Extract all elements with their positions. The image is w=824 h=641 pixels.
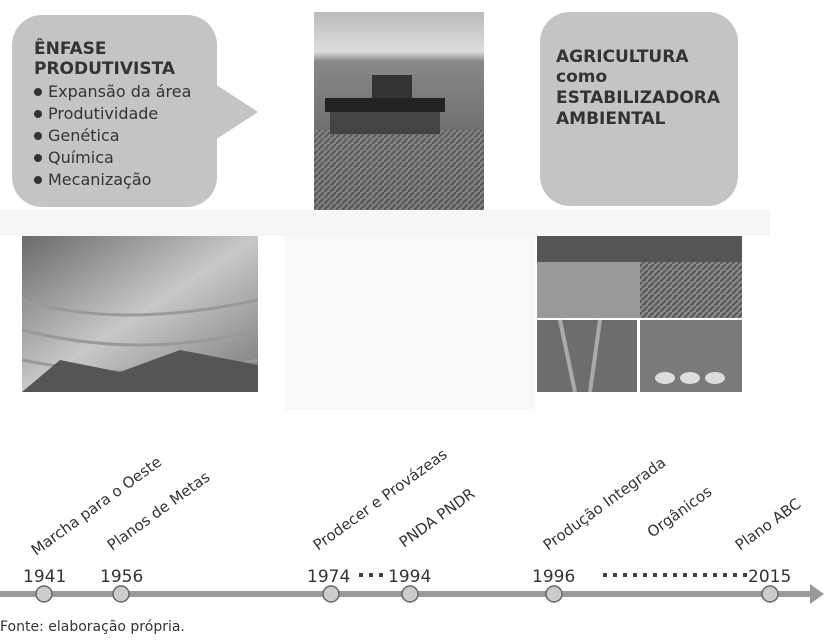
year: 1996 — [532, 567, 575, 587]
photo-tractor — [314, 12, 484, 210]
bullet: Química — [48, 148, 114, 167]
bullet-dot — [34, 154, 42, 162]
timeline: 1941 1956 1974 1994 1996 2015 Marcha para o Oe… — [0, 445, 824, 604]
bullet-dot — [34, 110, 42, 118]
box-line: AMBIENTAL — [556, 109, 666, 129]
photo-erosion — [21, 236, 259, 392]
band — [285, 236, 535, 411]
event-label: PNDA PNDR — [396, 484, 478, 551]
dot — [743, 573, 747, 577]
dot — [733, 573, 737, 577]
dot — [713, 573, 717, 577]
dot — [613, 573, 617, 577]
bullet: Expansão da área — [48, 82, 191, 101]
dot — [603, 573, 607, 577]
source: Fonte: elaboração própria. — [0, 619, 185, 635]
event-label: Orgânicos — [644, 482, 716, 541]
event-label: Plano ABC — [732, 495, 805, 555]
bullet: Genética — [48, 126, 120, 145]
timeline-node — [112, 585, 130, 603]
dot — [673, 573, 677, 577]
photo-integrated — [537, 236, 742, 393]
dot — [623, 573, 627, 577]
event-label: Marcha para o Oeste — [28, 453, 165, 560]
bullet-dot — [34, 176, 42, 184]
bullet: Mecanização — [48, 170, 151, 189]
dot — [703, 573, 707, 577]
box-line: ESTABILIZADORA — [556, 88, 721, 108]
event-label: Prodecer e Provázeas — [310, 445, 451, 554]
bullet: Produtividade — [48, 104, 158, 123]
box-title: PRODUTIVISTA — [34, 59, 176, 79]
bullet-dot — [34, 88, 42, 96]
event-label: Produção Integrada — [540, 453, 669, 554]
dot — [663, 573, 667, 577]
year: 1994 — [388, 567, 431, 587]
dot — [723, 573, 727, 577]
right-box: AGRICULTURA como ESTABILIZADORA AMBIENTA… — [540, 12, 738, 206]
year: 1941 — [23, 567, 66, 587]
left-box: ÊNFASE PRODUTIVISTA Expansão da área Prod… — [12, 15, 258, 207]
dot — [633, 573, 637, 577]
dot — [653, 573, 657, 577]
dot — [643, 573, 647, 577]
box-line: AGRICULTURA — [556, 47, 689, 67]
box-line: como — [556, 67, 607, 87]
band — [0, 210, 770, 236]
year: 1956 — [100, 567, 143, 587]
year: 2015 — [748, 567, 791, 587]
year: 1974 — [307, 567, 350, 587]
dot — [693, 573, 697, 577]
bullet-dot — [34, 132, 42, 140]
box-title: ÊNFASE — [34, 37, 107, 59]
timeline-node — [401, 585, 419, 603]
timeline-node — [322, 585, 340, 603]
dot — [683, 573, 687, 577]
timeline-node — [761, 585, 779, 603]
timeline-node — [35, 585, 53, 603]
timeline-node — [545, 585, 563, 603]
